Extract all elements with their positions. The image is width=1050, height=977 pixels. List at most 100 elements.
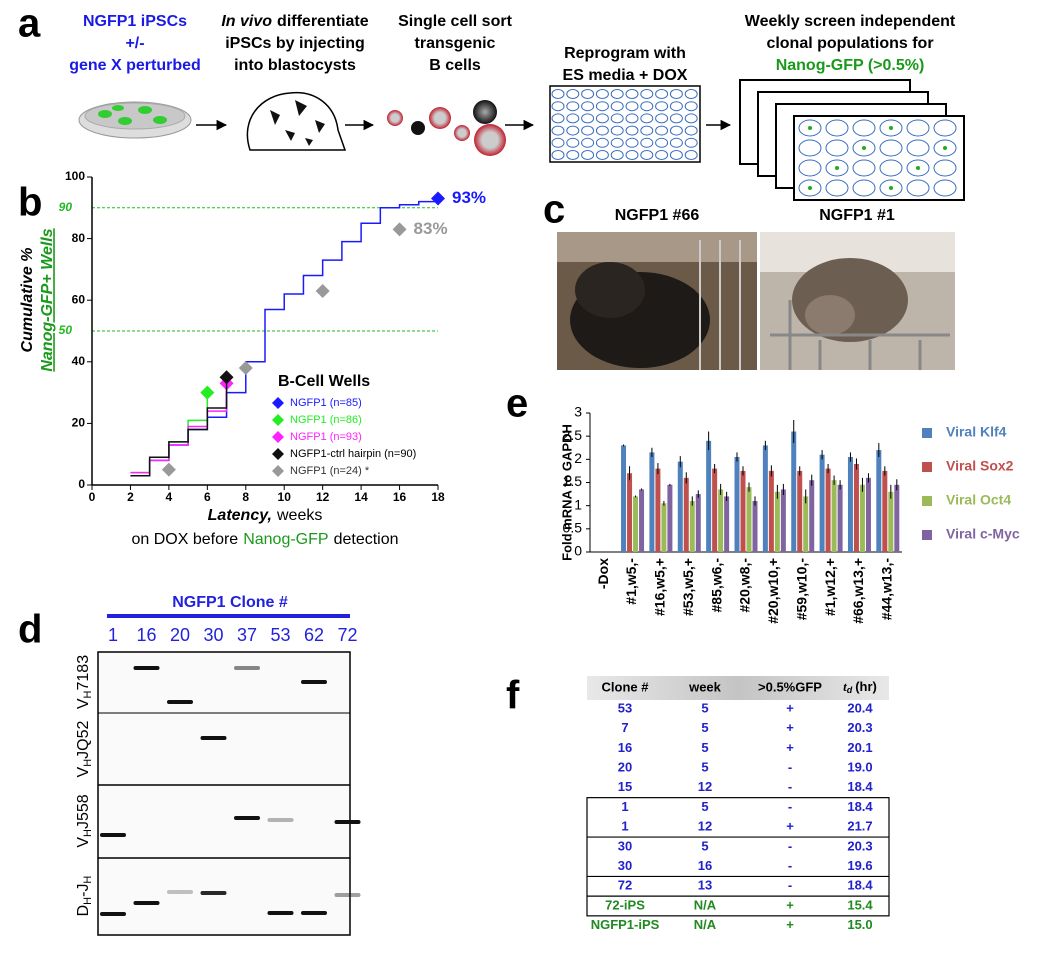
bar — [752, 501, 758, 552]
x-tick-label: #1,w12,+ — [822, 558, 838, 616]
panel-label: f — [506, 674, 520, 718]
gel-row-label: VH7183 — [75, 655, 94, 709]
well — [933, 179, 957, 197]
well — [852, 159, 876, 177]
gfp-dot — [916, 166, 920, 170]
gfp-dot — [808, 126, 812, 130]
bar — [882, 470, 888, 552]
well — [551, 137, 565, 148]
well — [610, 137, 624, 148]
table-cell: - — [788, 878, 792, 893]
table-cell: 7 — [621, 720, 628, 735]
photo-title: NGFP1 #66 — [615, 207, 700, 224]
y-tick-label: 0 — [78, 477, 85, 491]
legend-marker — [272, 397, 284, 409]
table-header: td (hr) — [843, 679, 877, 695]
well — [625, 125, 639, 136]
well — [669, 150, 683, 160]
gel-row-label: DH-JH — [75, 876, 94, 917]
bar — [859, 484, 865, 552]
legend-label: NGFP1 (n=93) — [290, 431, 362, 443]
well — [610, 89, 624, 99]
step-text: +/- — [125, 35, 144, 52]
gel-band — [133, 666, 160, 670]
table-cell: 16 — [698, 858, 712, 873]
point — [431, 191, 445, 206]
gel-band — [200, 891, 227, 895]
table-cell: 15 — [618, 779, 632, 794]
bar — [853, 463, 859, 552]
well — [581, 113, 595, 124]
bar — [768, 470, 774, 552]
bar — [706, 440, 712, 552]
x-tick-label: 14 — [354, 490, 368, 504]
legend-marker — [272, 465, 284, 477]
gfp-dot — [943, 146, 947, 150]
lane-label: 1 — [108, 625, 118, 645]
gel-band — [100, 912, 126, 916]
bar — [661, 503, 667, 552]
table-cell: NGFP1-iPS — [591, 917, 660, 932]
well — [669, 113, 683, 124]
well — [825, 179, 849, 197]
legend-label: Viral Klf4 — [946, 424, 1007, 440]
point — [161, 462, 176, 477]
x-tick-label: #44,w13,- — [879, 558, 895, 621]
table-cell: 72-iPS — [605, 897, 645, 912]
x-tick-label: 16 — [393, 490, 407, 504]
well — [640, 89, 654, 99]
x-tick-label: #59,w10,- — [793, 558, 809, 621]
bar — [797, 470, 803, 552]
gel-band — [267, 818, 294, 822]
bar — [825, 468, 831, 552]
well — [906, 179, 930, 197]
well — [625, 137, 639, 148]
lane-label: 16 — [136, 625, 156, 645]
well — [655, 150, 669, 160]
bar — [649, 452, 655, 552]
bar — [774, 491, 780, 552]
table-cell: 30 — [618, 838, 632, 853]
well — [655, 101, 669, 112]
legend-label: NGFP1 (n=86) — [290, 414, 362, 426]
x-tick-label: #20,w10,+ — [765, 558, 781, 624]
label-part: V — [75, 698, 92, 709]
legend-label: Viral Sox2 — [946, 458, 1014, 474]
table-cell: 20.4 — [847, 700, 873, 715]
well — [684, 125, 698, 136]
step-text: transgenic — [415, 35, 496, 52]
step-text: Reprogram with — [564, 45, 686, 62]
x-tick-label: #16,w5,+ — [652, 558, 668, 616]
y-axis-label: Cumulative % — [19, 248, 36, 353]
well — [566, 125, 580, 136]
step-text: into blastocysts — [234, 57, 356, 74]
subscript: H — [82, 829, 94, 837]
step-text: iPSCs by injecting — [225, 35, 365, 52]
y-tick-label: 2.5 — [563, 427, 583, 443]
well — [933, 139, 957, 157]
legend-marker — [272, 414, 284, 426]
bar — [740, 470, 746, 552]
x-tick-label: 4 — [166, 490, 173, 504]
bar — [791, 431, 797, 552]
y-tick-label: 1 — [574, 496, 582, 512]
step-text: NGFP1 iPSCs — [83, 13, 187, 30]
well — [825, 159, 849, 177]
x-axis-note: detection — [334, 531, 399, 548]
table-header: week — [688, 679, 722, 694]
well — [566, 150, 580, 160]
well — [625, 101, 639, 112]
well — [879, 179, 903, 197]
table-box — [586, 797, 890, 917]
well — [852, 119, 876, 137]
x-tick-label: #53,w5,+ — [680, 558, 696, 616]
well — [610, 113, 624, 124]
subscript: H — [82, 759, 94, 767]
gfp-dot — [835, 166, 839, 170]
x-axis-label-unit: weeks — [276, 507, 322, 524]
x-tick-label: 2 — [127, 490, 134, 504]
table-cell: - — [788, 779, 792, 794]
well — [551, 125, 565, 136]
y-tick-label: 1.5 — [563, 473, 583, 489]
plate — [793, 115, 965, 201]
